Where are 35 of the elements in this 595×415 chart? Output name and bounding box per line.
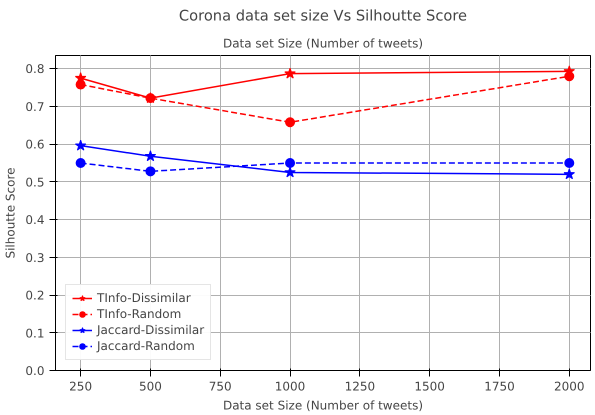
x-tick-label: 1250 [344, 380, 376, 394]
y-tick-label: 0.3 [25, 250, 45, 265]
y-tick-label: 0.4 [25, 213, 45, 228]
point [74, 140, 86, 151]
point [284, 68, 296, 79]
point [564, 168, 576, 180]
legend-label: Jaccard-Random [97, 339, 195, 353]
legend-label: Jaccard-Dissimilar [97, 323, 204, 337]
y-tick-label: 0.0 [25, 364, 45, 378]
point [144, 150, 156, 162]
legend-label: TInfo-Random [97, 307, 182, 321]
y-tick-label: 0.2 [25, 288, 45, 303]
chart-title: Corona data set size Vs Silhoutte Score [178, 8, 468, 24]
point [284, 166, 296, 178]
y-tick-label: 0.5 [25, 175, 45, 190]
point [285, 117, 296, 128]
legend-label: TInfo-Dissimilar [97, 291, 191, 305]
y-tick-label: 0.6 [25, 138, 45, 152]
x-tick-label: 1750 [484, 380, 515, 394]
point [145, 166, 156, 176]
point [285, 158, 296, 168]
y-tick-label: 0.8 [25, 62, 45, 76]
x-tick-label: 2000 [554, 380, 585, 394]
point [76, 158, 86, 168]
y-tick-label: 0.1 [25, 326, 45, 340]
x-tick-label: 750 [208, 380, 232, 394]
x-tick-label: 250 [69, 380, 92, 394]
point [564, 158, 574, 168]
x-tick-label: 1000 [274, 380, 306, 394]
x-tick-label: 500 [138, 380, 162, 394]
y-tick-label: 0.7 [25, 100, 45, 114]
text: Data set Size (Number of tweets) [222, 36, 424, 50]
x-axis-title: Data set Size (Number of tweets) [222, 398, 424, 412]
y-axis-title: Silhoutte Score [3, 167, 18, 259]
x-tick-label: 1500 [414, 380, 445, 394]
